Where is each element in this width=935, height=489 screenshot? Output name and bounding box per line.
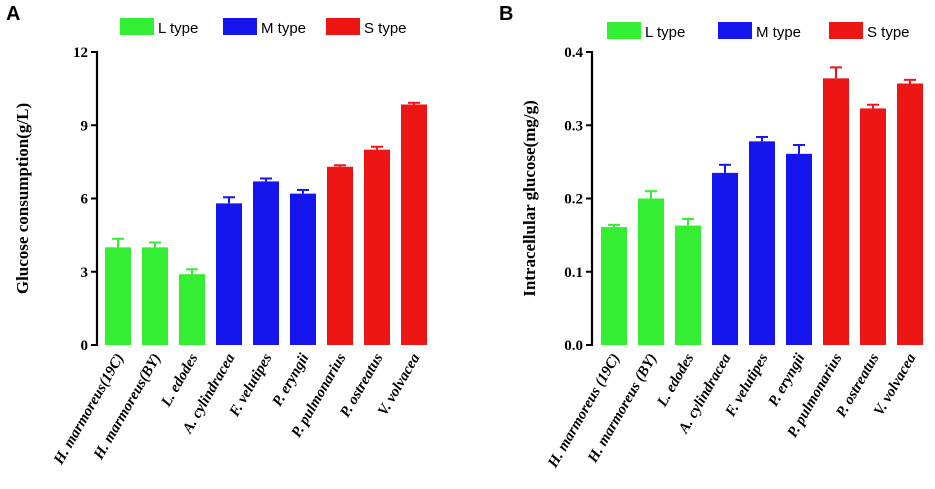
bar — [364, 149, 390, 345]
category-label: H. marmoreus (BY) — [585, 351, 661, 466]
legend-swatch-m-type — [223, 18, 257, 35]
legend-label: L type — [645, 24, 685, 41]
legend-label: L type — [158, 20, 198, 37]
legend-label: S type — [867, 24, 910, 41]
bar — [897, 83, 923, 345]
bar — [179, 274, 205, 345]
legend-swatch-m-type — [718, 22, 752, 39]
bar — [601, 227, 627, 345]
y-tick-label: 9 — [81, 118, 89, 134]
bar — [638, 198, 664, 345]
legend-label: M type — [756, 24, 801, 41]
legend-label: S type — [364, 20, 407, 37]
bar — [253, 181, 279, 345]
legend-swatch-s-type — [829, 22, 863, 39]
bar — [749, 141, 775, 345]
bar — [327, 166, 353, 345]
panel-letter: A — [6, 3, 20, 25]
y-tick-label: 0.3 — [564, 118, 583, 134]
y-tick-label: 0.1 — [564, 265, 583, 281]
bar — [860, 108, 886, 345]
bar — [290, 193, 316, 345]
legend-swatch-l-type — [120, 18, 154, 35]
bar — [105, 247, 131, 345]
y-tick-label: 12 — [73, 45, 88, 61]
y-tick-label: 3 — [81, 265, 89, 281]
panel-B: B L type M type S type 0.0 0.1 0.2 0.3 0.4 Intrac… — [499, 3, 923, 471]
y-tick-label: 6 — [81, 192, 89, 208]
bar — [786, 153, 812, 345]
y-tick-label: 0.2 — [564, 192, 583, 208]
y-axis-title: Glucose consumption(g/L) — [13, 103, 32, 294]
bar — [216, 203, 242, 345]
bar — [142, 247, 168, 345]
legend-swatch-l-type — [607, 22, 641, 39]
bar — [401, 104, 427, 345]
bar — [823, 78, 849, 346]
y-tick-label: 0.4 — [564, 45, 583, 61]
legend-swatch-s-type — [326, 18, 360, 35]
category-label: H. marmoreus(BY) — [91, 351, 165, 463]
panel-A: A L type M type S type 0 3 6 9 12 Glucose consump… — [6, 3, 427, 468]
bar — [712, 172, 738, 345]
legend-label: M type — [261, 20, 306, 37]
y-axis-title: Intracellular glucose(mg/g) — [520, 100, 539, 297]
bar — [675, 225, 701, 345]
y-tick-label: 0 — [81, 338, 89, 354]
y-tick-label: 0.0 — [564, 338, 583, 354]
panel-letter: B — [499, 3, 513, 25]
